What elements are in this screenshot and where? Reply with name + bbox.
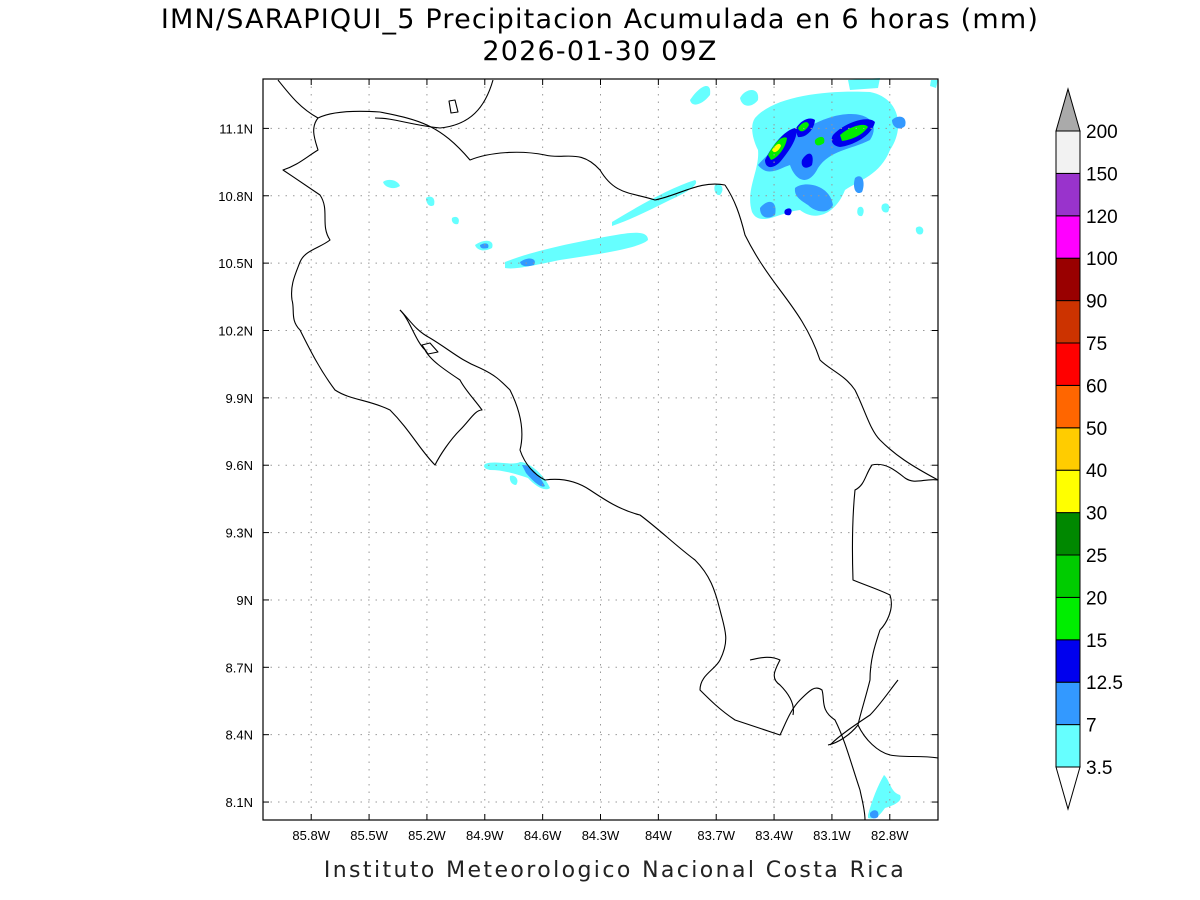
lon-tick-label: 83.1W [813, 828, 851, 843]
colorbar-under-triangle [1055, 766, 1081, 811]
colorbar-label: 50 [1086, 419, 1107, 440]
nicaragua-coast-north [374, 79, 494, 129]
colorbar-over-triangle [1055, 87, 1081, 132]
lat-tick-label: 10.8N [218, 189, 253, 204]
colorbar-label: 75 [1086, 334, 1107, 355]
lon-tick-label: 84W [645, 828, 672, 843]
lon-tick-label: 82.8W [871, 828, 909, 843]
golfo-dulce [829, 679, 899, 746]
colorbar-label: 12.5 [1086, 673, 1123, 694]
coastlines [277, 79, 939, 821]
lat-tick-label: 9.3N [226, 526, 253, 541]
colorbar-box [1055, 554, 1081, 598]
map-grid [263, 79, 938, 820]
panama-border [827, 463, 939, 746]
lat-tick-label: 10.2N [218, 323, 253, 338]
colorbar-box [1055, 596, 1081, 641]
colorbar-label: 3.5 [1086, 758, 1112, 779]
panama-coast [857, 724, 939, 759]
colorbar-label: 60 [1086, 376, 1107, 397]
pacific-coast-northwest [282, 117, 483, 466]
lon-tick-label: 85.2W [408, 828, 446, 843]
colorbar-box [1055, 469, 1081, 514]
lat-tick-label: 10.5N [218, 256, 253, 271]
colorbar-box [1055, 384, 1081, 429]
footer-credit: Instituto Meteorologico Nacional Costa R… [323, 858, 907, 883]
lat-tick-label: 9.9N [226, 391, 253, 406]
osa-peninsula [749, 656, 794, 716]
nicoya-gulf-island [421, 342, 439, 355]
colorbar-label: 40 [1086, 461, 1107, 482]
caribbean-coast [724, 184, 939, 481]
lat-tick-label: 9.6N [226, 458, 253, 473]
lon-tick-label: 84.9W [466, 828, 504, 843]
colorbar-legend: 3.5 7 12.5 15 20 25 30 40 50 60 75 90 100 120 150 200 [1055, 87, 1123, 811]
map-datetime: 2026-01-30 09Z [482, 36, 718, 67]
colorbar-label: 20 [1086, 588, 1107, 609]
lon-tick-label: 85.5W [350, 828, 388, 843]
pacific-coast-central [399, 309, 866, 821]
colorbar-label: 150 [1086, 164, 1118, 185]
latitude-axis: 11.1N 10.8N 10.5N 10.2N 9.9N 9.6N 9.3N 9N 8.7N 8.… [218, 121, 938, 810]
colorbar-box [1055, 130, 1081, 174]
colorbar-box [1055, 342, 1081, 386]
colorbar-box [1055, 427, 1081, 471]
lon-tick-label: 85.8W [292, 828, 330, 843]
colorbar-label: 100 [1086, 249, 1118, 270]
colorbar-label: 15 [1086, 631, 1107, 652]
lon-tick-label: 83.7W [697, 828, 735, 843]
colorbar-box [1055, 724, 1081, 768]
nicaragua-border [277, 79, 726, 201]
colorbar-label: 120 [1086, 207, 1118, 228]
precipitation-field [383, 78, 938, 819]
precip-cluster-caribbean [690, 78, 906, 220]
colorbar-label: 90 [1086, 292, 1107, 313]
colorbar-label: 30 [1086, 504, 1107, 525]
colorbar-label: 200 [1086, 122, 1118, 143]
precip-cluster-pacific [484, 462, 550, 490]
colorbar-label: 7 [1086, 716, 1097, 737]
lat-tick-label: 8.7N [226, 660, 253, 675]
lake-island [448, 99, 459, 114]
colorbar-box [1055, 681, 1081, 726]
colorbar-box [1055, 639, 1081, 683]
lon-tick-label: 84.6W [524, 828, 562, 843]
colorbar-box [1055, 172, 1081, 217]
longitude-axis: 85.8W 85.5W 85.2W 84.9W 84.6W 84.3W 84W 83.7W 83… [292, 79, 909, 843]
map-title: IMN/SARAPIQUI_5 Precipitacion Acumulada … [160, 4, 1040, 35]
precip-cluster-southeast [868, 80, 938, 819]
colorbar-label: 25 [1086, 546, 1107, 567]
lat-tick-label: 8.1N [226, 795, 253, 810]
lon-tick-label: 83.4W [755, 828, 793, 843]
colorbar-box [1055, 215, 1081, 259]
lat-tick-label: 9N [236, 593, 253, 608]
lat-tick-label: 8.4N [226, 728, 253, 743]
colorbar-box [1055, 257, 1081, 302]
colorbar-box [1055, 512, 1081, 556]
lat-tick-label: 11.1N [219, 121, 253, 136]
lon-tick-label: 84.3W [582, 828, 620, 843]
colorbar-box [1055, 300, 1081, 344]
